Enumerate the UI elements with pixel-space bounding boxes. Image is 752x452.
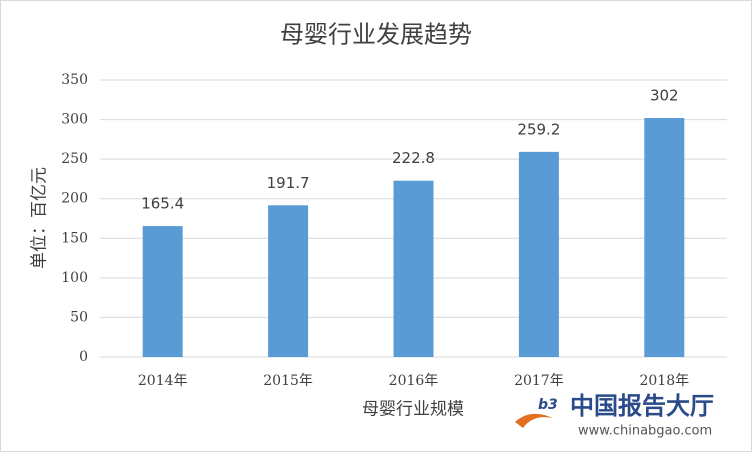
x-tick-label: 2016年 [389, 373, 439, 389]
y-tick-label: 0 [79, 349, 88, 365]
y-tick-label: 200 [61, 191, 88, 207]
bar [142, 226, 183, 357]
watermark-logo-mark: b3 [538, 397, 558, 413]
y-tick-label: 100 [61, 270, 88, 286]
x-tick-label: 2018年 [639, 373, 689, 389]
x-tick-label: 2014年 [138, 373, 188, 389]
data-label: 222.8 [392, 149, 435, 167]
data-label: 302 [650, 86, 679, 104]
bar [518, 151, 559, 357]
y-tick-label: 300 [61, 112, 88, 128]
watermark: b3 中国报告大厅 www.chinabgao.com [515, 392, 714, 439]
x-axis-label: 母婴行业规模 [362, 400, 464, 420]
x-tick-label: 2017年 [514, 373, 564, 389]
bar [644, 117, 685, 357]
data-label: 259.2 [517, 120, 560, 138]
y-tick-label: 50 [70, 309, 88, 325]
y-axis-label: 单位：百亿元 [30, 167, 50, 269]
x-tick-label: 2015年 [263, 373, 313, 389]
watermark-name: 中国报告大厅 [570, 392, 714, 420]
bar [393, 180, 434, 357]
data-label: 191.7 [267, 174, 310, 192]
y-tick-label: 250 [61, 151, 88, 167]
chart-title: 母婴行业发展趋势 [280, 21, 472, 49]
bar [268, 205, 309, 357]
y-tick-label: 350 [61, 72, 88, 88]
y-tick-label: 150 [61, 230, 88, 246]
data-label: 165.4 [141, 195, 184, 213]
watermark-url: www.chinabgao.com [578, 424, 712, 439]
watermark-logo [515, 413, 553, 428]
